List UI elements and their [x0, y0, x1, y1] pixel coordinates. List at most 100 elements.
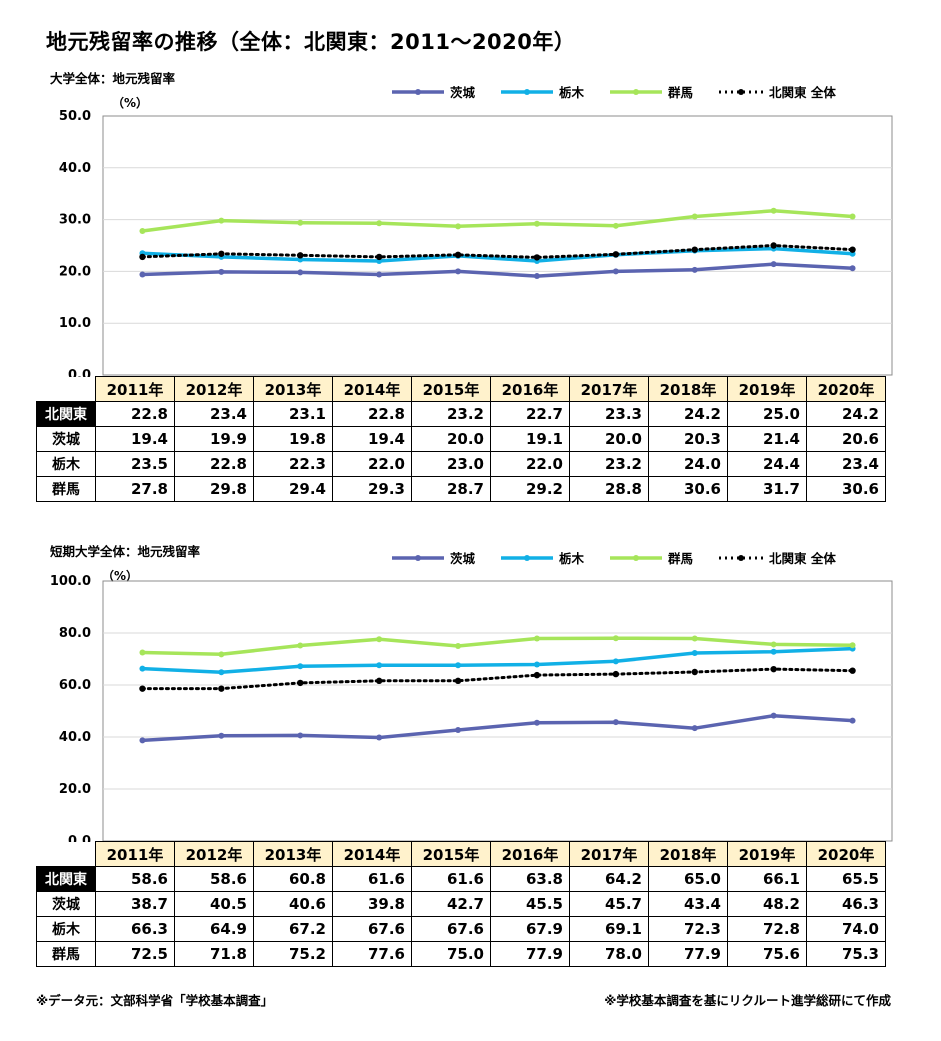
table-row-ibaraki: 茨城 38.7 40.5 40.6 39.8 42.7 45.5 45.7 43…	[36, 891, 886, 917]
table-cell: 46.3	[806, 891, 886, 917]
legend-item-ibaraki: 茨城	[392, 548, 475, 567]
data-point-ibaraki	[455, 268, 462, 275]
table-header-year: 2014年	[332, 376, 412, 402]
data-point-ibaraki	[218, 268, 225, 275]
table-header-year: 2019年	[727, 841, 807, 867]
data-point-gunma	[218, 651, 225, 658]
data-point-ibaraki	[297, 732, 304, 739]
data-point-gunma	[770, 207, 777, 214]
data-point-tochigi	[455, 662, 462, 669]
table-cell: 30.6	[806, 476, 886, 502]
data-point-tochigi	[297, 663, 304, 670]
legend-label-kitakanto: 北関東 全体	[769, 551, 836, 566]
data-point-gunma	[691, 635, 698, 642]
data-point-ibaraki	[612, 719, 619, 726]
y-tick-label: 10.0	[59, 316, 91, 331]
data-point-ibaraki	[533, 719, 540, 726]
legend-label-ibaraki: 茨城	[450, 551, 476, 566]
data-point-gunma	[849, 642, 856, 649]
data-point-kitakanto	[218, 685, 225, 692]
data-table-junior-college: 2011年 2012年 2013年 2014年 2015年 2016年 2017…	[36, 841, 886, 967]
legend-swatch-kitakanto	[719, 554, 764, 561]
table-cell: 48.2	[727, 891, 807, 917]
data-point-gunma	[218, 217, 225, 224]
table-header-year: 2014年	[332, 841, 412, 867]
table-header-year: 2018年	[648, 841, 728, 867]
data-point-ibaraki	[139, 271, 146, 278]
table-row-kitakanto: 北関東 22.8 23.4 23.1 22.8 23.2 22.7 23.3 2…	[36, 401, 886, 427]
data-point-kitakanto	[375, 677, 383, 685]
y-tick-label: 30.0	[59, 213, 91, 228]
data-point-ibaraki	[455, 726, 462, 733]
data-point-ibaraki	[297, 269, 304, 276]
table-header-year: 2018年	[648, 376, 728, 402]
table-cell: 75.0	[411, 941, 491, 967]
table-header-year: 2015年	[411, 376, 491, 402]
table-row-gunma: 群馬 27.8 29.8 29.4 29.3 28.7 29.2 28.8 30…	[36, 476, 886, 502]
table-cell: 29.8	[174, 476, 254, 502]
legend-item-tochigi: 栃木	[501, 82, 584, 101]
series-line-ibaraki	[140, 713, 855, 743]
data-point-gunma	[139, 649, 146, 656]
data-point-kitakanto	[849, 246, 856, 253]
table-cell: 45.5	[490, 891, 570, 917]
series-line-tochigi	[140, 246, 855, 263]
table-header-year: 2019年	[727, 376, 807, 402]
y-tick-label: 40.0	[59, 161, 91, 176]
data-point-kitakanto	[218, 250, 225, 257]
row-label: 栃木	[36, 451, 96, 477]
data-point-gunma	[376, 220, 383, 227]
data-point-ibaraki	[376, 271, 383, 278]
legend-swatch-gunma	[610, 88, 663, 95]
legend-item-kitakanto: 北関東 全体	[719, 82, 836, 101]
legend-junior-college: 茨城 栃木 群馬 北関東 全体	[392, 548, 862, 567]
y-tick-label: 60.0	[59, 678, 91, 693]
data-point-kitakanto	[849, 667, 856, 674]
data-point-gunma	[455, 223, 462, 230]
table-cell: 78.0	[569, 941, 649, 967]
data-point-ibaraki	[849, 265, 856, 272]
series-line-kitakanto	[140, 244, 855, 259]
table-cell: 61.6	[332, 866, 412, 892]
source-note: ※データ元：文部科学省「学校基本調査」	[36, 993, 274, 1008]
y-tick-label: 20.0	[59, 264, 91, 279]
table-corner	[36, 841, 96, 867]
legend-swatch-ibaraki	[392, 554, 444, 561]
table-cell: 77.9	[490, 941, 570, 967]
table-header-year: 2013年	[253, 376, 333, 402]
data-point-ibaraki	[376, 734, 383, 741]
series-line-tochigi	[140, 646, 855, 675]
table-cell: 63.8	[490, 866, 570, 892]
y-tick-label: 20.0	[59, 782, 91, 797]
table-cell: 61.6	[411, 866, 491, 892]
table-cell: 42.7	[411, 891, 491, 917]
data-point-ibaraki	[770, 261, 777, 268]
table-cell: 23.5	[95, 451, 175, 477]
table-cell: 77.9	[648, 941, 728, 967]
table-cell: 28.7	[411, 476, 491, 502]
table-cell: 72.5	[95, 941, 175, 967]
row-label: 北関東	[36, 866, 96, 892]
table-cell: 24.2	[648, 401, 728, 427]
table-cell: 29.2	[490, 476, 570, 502]
table-header-year: 2017年	[569, 376, 649, 402]
series-line-kitakanto	[140, 667, 855, 691]
table-cell: 66.1	[727, 866, 807, 892]
credit-note: ※学校基本調査を基にリクルート進学総研にて作成	[604, 993, 891, 1008]
data-point-gunma	[376, 636, 383, 643]
legend-swatch-ibaraki	[392, 88, 444, 95]
data-point-kitakanto	[139, 685, 146, 692]
legend-label-tochigi: 栃木	[559, 85, 585, 100]
data-point-tochigi	[691, 650, 698, 657]
table-cell: 67.9	[490, 916, 570, 942]
table-cell: 67.6	[332, 916, 412, 942]
table-cell: 45.7	[569, 891, 649, 917]
table-cell: 21.4	[727, 426, 807, 452]
data-point-ibaraki	[533, 273, 540, 280]
data-point-gunma	[533, 220, 540, 227]
table-cell: 66.3	[95, 916, 175, 942]
y-tick-label: 80.0	[59, 626, 91, 641]
chart-university: 0.010.020.030.040.050.0	[59, 109, 893, 383]
data-point-tochigi	[533, 661, 540, 668]
